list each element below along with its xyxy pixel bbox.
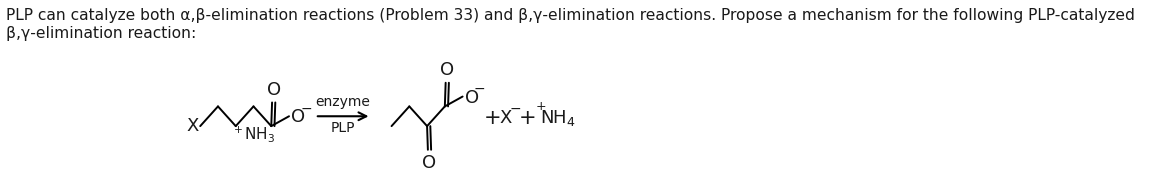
Text: O: O [465,89,479,106]
Text: O: O [266,81,280,99]
Text: −: − [474,82,486,96]
Text: NH$_4$: NH$_4$ [540,108,576,128]
Text: O: O [440,61,454,79]
Text: enzyme: enzyme [316,95,371,109]
Text: X: X [187,117,198,135]
Text: O: O [422,154,436,172]
Text: +: + [535,100,545,113]
Text: +: + [483,108,501,128]
Text: +: + [520,108,537,128]
Text: X: X [500,109,513,127]
Text: PLP can catalyze both α,β-elimination reactions (Problem 33) and β,γ-elimination: PLP can catalyze both α,β-elimination re… [7,8,1135,23]
Text: $^+$NH$_3$: $^+$NH$_3$ [231,124,276,144]
Text: −: − [509,101,521,115]
Text: PLP: PLP [331,121,355,135]
Text: β,γ-elimination reaction:: β,γ-elimination reaction: [7,26,197,41]
Text: −: − [300,101,312,115]
Text: O: O [291,108,306,126]
